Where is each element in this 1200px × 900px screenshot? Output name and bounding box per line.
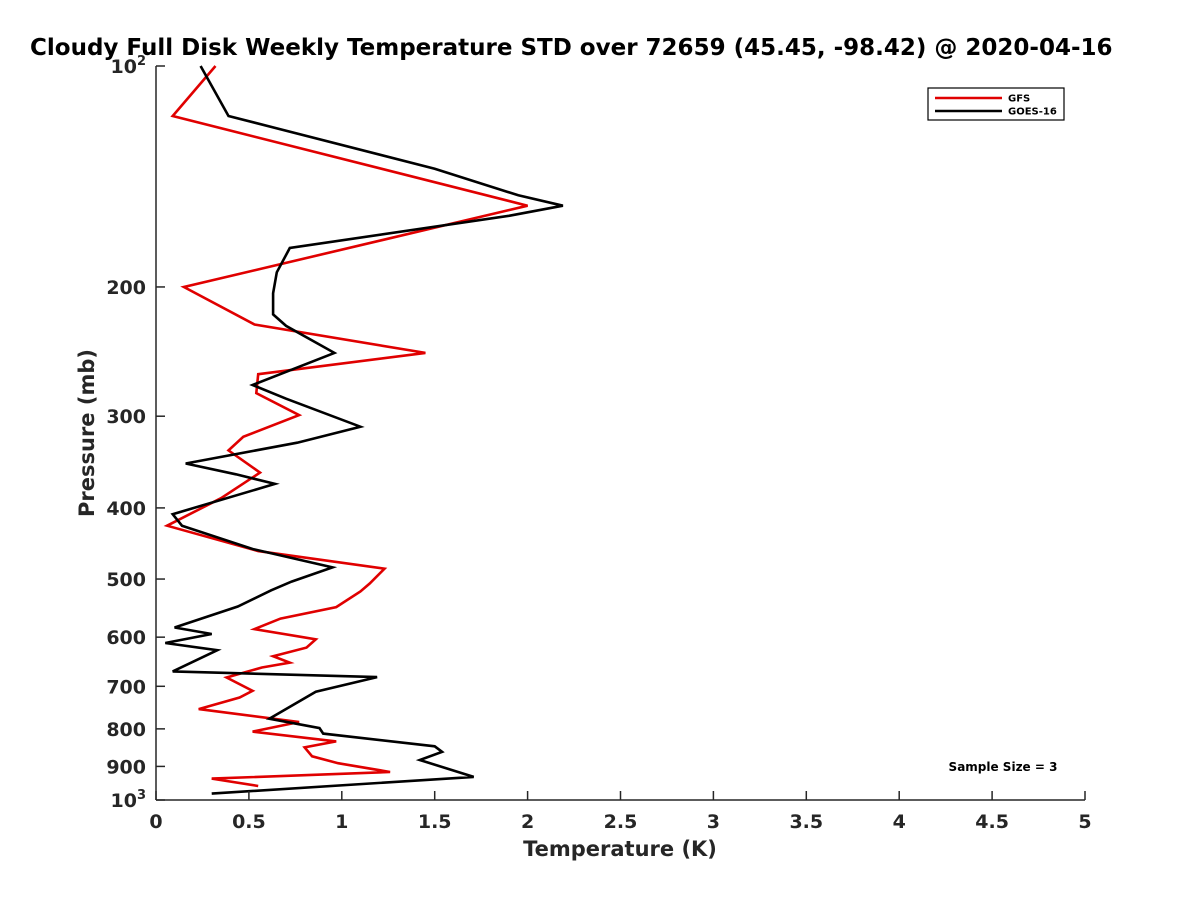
y-tick-label: 400 — [106, 498, 146, 520]
x-tick-label: 4.5 — [975, 811, 1009, 833]
plot-area: 0 0.5 1 1.5 2 2.5 3 3.5 4 4.5 5 102 200 300 400 500 600… — [106, 54, 1091, 833]
x-tick-label: 3 — [707, 811, 720, 833]
x-axis-label: Temperature (K) — [523, 837, 717, 861]
x-tick-label: 0 — [149, 811, 162, 833]
y-tick-label: 600 — [106, 627, 146, 649]
x-tick-label: 3.5 — [789, 811, 823, 833]
x-tick-label: 1 — [335, 811, 348, 833]
legend-label: GOES-16 — [1008, 107, 1057, 118]
series-layer — [163, 65, 564, 795]
y-tick-label: 800 — [106, 719, 146, 741]
y-tick-label: 300 — [106, 406, 146, 428]
y-tick-label: 700 — [106, 676, 146, 698]
series-line-gfs — [163, 65, 528, 788]
y-axis-label: Pressure (mb) — [75, 349, 99, 517]
x-tick-label: 1.5 — [418, 811, 452, 833]
x-tick-label: 2.5 — [604, 811, 638, 833]
legend-box — [927, 87, 1065, 121]
y-tick-label: 102 — [111, 54, 147, 78]
sample-size-annotation: Sample Size = 3 — [949, 760, 1058, 774]
chart-title: Cloudy Full Disk Weekly Temperature STD … — [30, 35, 1113, 61]
x-tick-label: 0.5 — [232, 811, 266, 833]
y-axis-ticks: 102 200 300 400 500 600 700 800 900 103 — [106, 54, 165, 812]
y-tick-label: 500 — [106, 569, 146, 591]
x-axis-ticks: 0 0.5 1 1.5 2 2.5 3 3.5 4 4.5 5 — [149, 791, 1092, 833]
series-line-goes-16 — [165, 65, 564, 795]
x-tick-label: 5 — [1078, 811, 1091, 833]
x-tick-label: 2 — [521, 811, 534, 833]
y-tick-label: 200 — [106, 277, 146, 299]
legend: GFS GOES-16 — [927, 87, 1065, 121]
y-tick-label: 900 — [106, 756, 146, 778]
x-tick-label: 4 — [893, 811, 906, 833]
legend-label: GFS — [1008, 94, 1030, 105]
y-tick-label: 103 — [111, 788, 147, 812]
